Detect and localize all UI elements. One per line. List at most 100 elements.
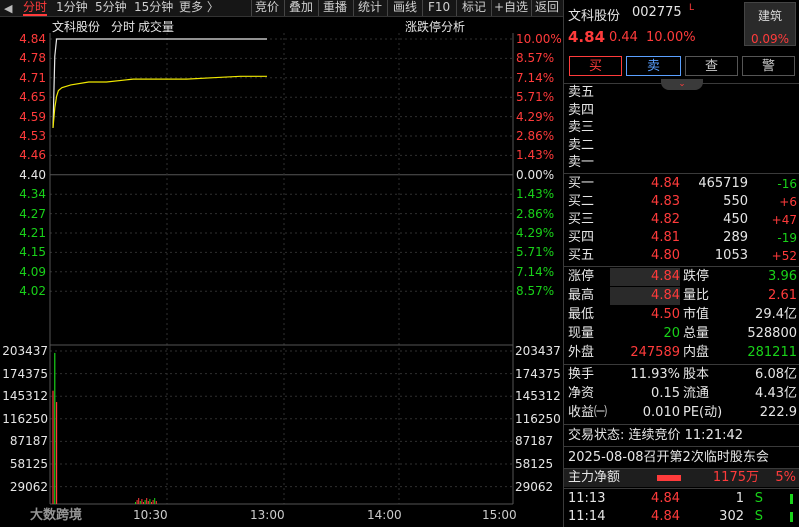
time-label: 13:00: [250, 508, 285, 522]
company-notice[interactable]: 2025-08-08召开第2次临时股东会: [568, 450, 769, 465]
volume-bar: [147, 501, 149, 504]
volume-axis-label: 203437: [515, 344, 561, 358]
bid-level-row[interactable]: 买二 4.83 550 +6: [564, 193, 799, 211]
volume-axis-label: 145312: [515, 389, 561, 404]
stat-label: 最低: [568, 307, 595, 322]
volume-axis-label: 145312: [2, 389, 48, 404]
replay-button[interactable]: 重播: [323, 0, 348, 14]
stat-value: 528800: [747, 326, 797, 341]
stat-value: 3.96: [768, 269, 797, 284]
add-watchlist-button[interactable]: +自选: [494, 0, 529, 14]
pct-axis-label: 4.29%: [516, 109, 555, 124]
volume-bar: [149, 499, 151, 504]
pct-axis-label: 5.71%: [516, 90, 555, 105]
stat-value: 2.61: [768, 288, 797, 303]
bid-volume: 450: [723, 212, 748, 227]
bid-level-label: 买三: [568, 212, 595, 227]
tab-5min[interactable]: 5分钟: [95, 0, 127, 14]
tab-15min[interactable]: 15分钟: [134, 0, 174, 14]
limit-analysis-link[interactable]: 涨跌停分析: [405, 20, 466, 34]
tab-more[interactable]: 更多 〉: [179, 0, 219, 14]
stat-value: 29.4亿: [755, 307, 797, 322]
watermark: 大数跨境: [30, 508, 83, 523]
sector-name: 建筑: [757, 9, 782, 23]
volume-bar: [55, 402, 58, 504]
bid-volume: 465719: [698, 176, 748, 191]
bid-delta: +52: [771, 249, 797, 263]
time-label: 15:00: [482, 508, 517, 522]
fundamental-row: 净资 0.15 流通 4.43亿: [564, 385, 799, 403]
intraday-chart[interactable]: 文科股份 分时 成交量 涨跌停分析 4.84 4.78 4.71 4.65 4.59 4.…: [0, 17, 563, 527]
stock-name: 文科股份: [568, 9, 621, 24]
stock-code: 002775: [632, 5, 682, 20]
stat-row: 外盘 247589 内盘 281211: [564, 344, 799, 362]
bid-price: 4.84: [651, 176, 680, 191]
bid-level-label: 买一: [568, 176, 595, 191]
fundamental-row: 收益㈠ 0.010 PE(动) 222.9: [564, 404, 799, 422]
tab-timeshare[interactable]: 分时: [23, 0, 48, 16]
auction-button[interactable]: 竞价: [255, 0, 280, 14]
volume-bar: [151, 502, 152, 504]
bid-level-row[interactable]: 买三 4.82 450 +47: [564, 211, 799, 229]
price-change-pct: 10.00%: [646, 30, 696, 45]
bid-volume: 289: [723, 230, 748, 245]
stat-value: 4.84: [610, 287, 680, 305]
volume-bar: [138, 498, 140, 504]
bid-volume: 1053: [714, 248, 748, 263]
pct-axis-label: 7.14%: [516, 70, 555, 85]
sector-box[interactable]: 建筑 0.09%: [744, 2, 796, 46]
stats-button[interactable]: 统计: [358, 0, 383, 14]
query-button[interactable]: 查: [685, 56, 738, 76]
fundamental-label: 换手: [568, 367, 595, 382]
trade-price: 4.84: [651, 509, 680, 524]
collapse-chevron-icon[interactable]: ⌄: [661, 79, 703, 90]
stat-value: 4.50: [651, 307, 680, 322]
main-flow-row: 主力净额 1175万 5%: [564, 469, 799, 487]
fundamental-label: 收益㈠: [568, 405, 608, 420]
bid-level-label: 买五: [568, 248, 595, 263]
stat-label: 量比: [683, 288, 710, 303]
chart-toolbar: 分时 1分钟 5分钟 15分钟 更多 〉 竞价 叠加 重播 统计 画线 F10 …: [0, 0, 563, 17]
pct-axis-label: 10.00%: [516, 32, 562, 46]
price-axis-label: 4.09: [19, 264, 46, 279]
pct-axis-label: 4.29%: [516, 226, 555, 240]
bid-delta: +47: [771, 213, 797, 227]
main-flow-value: 1175万: [712, 470, 759, 485]
bid-level-row[interactable]: 买一 4.84 465719 -16: [564, 175, 799, 193]
avg-price-line: [52, 75, 267, 128]
stat-label: 涨停: [568, 269, 595, 284]
mark-button[interactable]: 标记: [462, 0, 487, 14]
price-axis-label: 4.78: [19, 51, 46, 66]
trade-side-bar: [790, 494, 793, 504]
bid-level-label: 买二: [568, 194, 595, 209]
volume-bar: [141, 499, 143, 504]
bid-volume: 550: [723, 194, 748, 209]
tab-1min[interactable]: 1分钟: [56, 0, 88, 14]
sell-button[interactable]: 卖: [626, 56, 681, 76]
overlay-button[interactable]: 叠加: [289, 0, 314, 14]
stat-row: 现量 20 总量 528800: [564, 325, 799, 343]
volume-axis-label: 116250: [515, 411, 561, 426]
ask-level-label: 卖三: [568, 120, 595, 136]
price-axis-label: 4.53: [19, 129, 46, 143]
stat-label: 外盘: [568, 345, 595, 360]
volume-bar: [135, 502, 136, 504]
bid-level-row[interactable]: 买五 4.80 1053 +52: [564, 247, 799, 265]
alert-button[interactable]: 警: [742, 56, 795, 76]
volume-axis-label: 29062: [9, 479, 48, 494]
buy-button[interactable]: 买: [569, 56, 622, 76]
volume-axis-label: 58125: [9, 457, 48, 471]
trade-status: 交易状态: 连续竞价 11:21:42: [568, 428, 744, 443]
bid-price: 4.81: [651, 230, 680, 245]
draw-line-button[interactable]: 画线: [393, 0, 418, 14]
chart-mode-label: 分时: [111, 20, 136, 34]
fundamental-label: 流通: [683, 386, 710, 401]
ask-level-label: 卖五: [568, 85, 595, 100]
pct-axis-label: 2.86%: [516, 206, 555, 221]
chevron-left-icon[interactable]: ◀: [4, 2, 13, 15]
bid-level-row[interactable]: 买四 4.81 289 -19: [564, 229, 799, 247]
stock-flag: L: [689, 3, 695, 13]
back-button[interactable]: 返回: [535, 0, 560, 14]
stat-label: 总量: [683, 326, 710, 341]
f10-button[interactable]: F10: [428, 0, 451, 14]
